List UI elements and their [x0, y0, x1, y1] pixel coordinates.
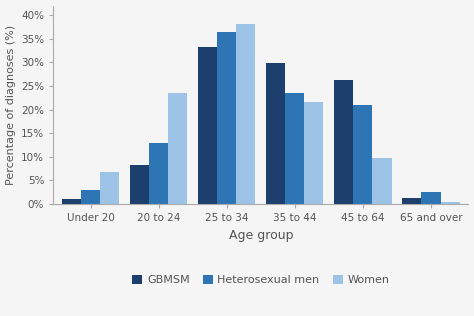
Bar [373, 158, 392, 204]
Bar [62, 199, 81, 204]
Bar [285, 93, 304, 204]
Bar [440, 202, 460, 204]
Bar [237, 24, 255, 204]
Y-axis label: Percentage of diagnoses (%): Percentage of diagnoses (%) [6, 25, 16, 185]
Bar [168, 93, 187, 204]
Bar [217, 32, 237, 204]
Bar [354, 105, 373, 204]
Bar [304, 101, 323, 204]
Bar [421, 192, 440, 204]
Bar [334, 80, 354, 204]
Bar [130, 165, 149, 204]
Bar [198, 47, 217, 204]
Bar [149, 143, 168, 204]
Bar [266, 63, 285, 204]
Bar [100, 172, 119, 204]
Bar [402, 198, 421, 204]
Legend: GBMSM, Heterosexual men, Women: GBMSM, Heterosexual men, Women [128, 270, 394, 290]
X-axis label: Age group: Age group [228, 229, 293, 242]
Bar [81, 190, 100, 204]
